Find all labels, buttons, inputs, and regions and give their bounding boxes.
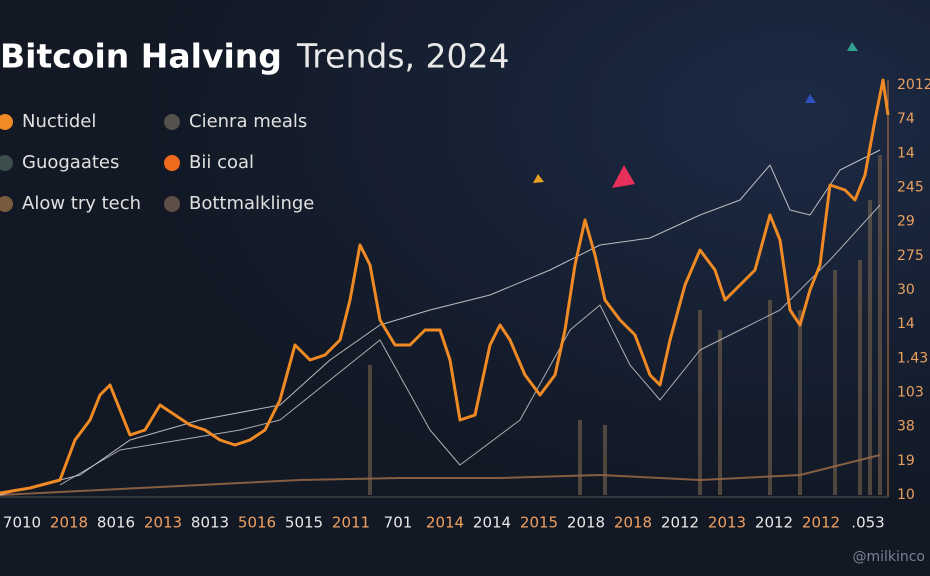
legend-label: Bottmalklinge (189, 193, 314, 214)
bar (833, 270, 837, 495)
bar (603, 425, 607, 495)
x-axis-label: 2013 (708, 514, 746, 532)
x-axis-label: 2018 (567, 514, 605, 532)
x-axis-label: 5015 (285, 514, 323, 532)
bar (578, 420, 582, 495)
x-axis-label: 5016 (238, 514, 276, 532)
legend-swatch (164, 114, 180, 130)
decor-triangle (533, 174, 544, 183)
bar (768, 300, 772, 495)
bar (698, 310, 702, 495)
y-axis-label: 19 (897, 453, 915, 469)
x-axis-label: 8013 (191, 514, 229, 532)
x-axis-label: 2018 (50, 514, 88, 532)
legend-label: Bii coal (189, 152, 254, 173)
legend-label: Nuctidel (22, 111, 96, 132)
x-axis-label: 2012 (755, 514, 793, 532)
legend-swatch (164, 196, 180, 212)
y-axis-label: 30 (897, 282, 915, 298)
x-axis-label: 2015 (520, 514, 558, 532)
x-axis-label: 2013 (144, 514, 182, 532)
y-axis-label: 10 (897, 487, 915, 503)
x-axis-label: 2018 (614, 514, 652, 532)
decor-triangle (805, 94, 816, 103)
line (0, 454, 881, 496)
y-axis-label: 14 (897, 145, 915, 161)
line (0, 78, 890, 495)
decor-triangle (612, 165, 635, 188)
watermark: @milkinco (852, 549, 925, 565)
legend-label: Guogaates (22, 152, 119, 173)
line (59, 204, 881, 486)
y-axis-label: 38 (897, 419, 915, 435)
x-axis-label: 2012 (802, 514, 840, 532)
decor-triangle (847, 42, 858, 51)
y-axis-label: 14 (897, 316, 915, 332)
x-axis-label: 2014 (473, 514, 511, 532)
legend-swatch (164, 155, 180, 171)
legend-label: Alow try tech (22, 193, 141, 214)
x-axis-label: 2011 (332, 514, 370, 532)
x-axis-label: 701 (384, 514, 413, 532)
title-bold: Bitcoin Halving (0, 37, 282, 76)
legend-swatch (0, 114, 13, 130)
x-axis-label: 2012 (661, 514, 699, 532)
bar (368, 365, 372, 495)
legend-swatch (0, 196, 13, 212)
y-axis-label: 2012 (897, 77, 930, 93)
bar (718, 330, 722, 495)
y-axis-label: 103 (897, 385, 924, 401)
legend-swatch (0, 155, 13, 171)
y-axis-label: 275 (897, 248, 924, 264)
legend-label: Cienra meals (189, 111, 307, 132)
line (0, 149, 881, 496)
x-axis-label: 2014 (426, 514, 464, 532)
y-axis-label: 74 (897, 111, 915, 127)
bar (868, 200, 872, 495)
y-axis-label: 29 (897, 214, 915, 230)
bar (858, 260, 862, 495)
title-light: Trends, 2024 (296, 37, 509, 76)
y-axis-label: 245 (897, 180, 924, 196)
bar (798, 310, 802, 495)
x-axis-label: 8016 (97, 514, 135, 532)
y-axis-label: 1.43 (897, 350, 928, 366)
bar (878, 155, 882, 495)
x-axis-label: .053 (851, 514, 884, 532)
x-axis-label: 7010 (3, 514, 41, 532)
